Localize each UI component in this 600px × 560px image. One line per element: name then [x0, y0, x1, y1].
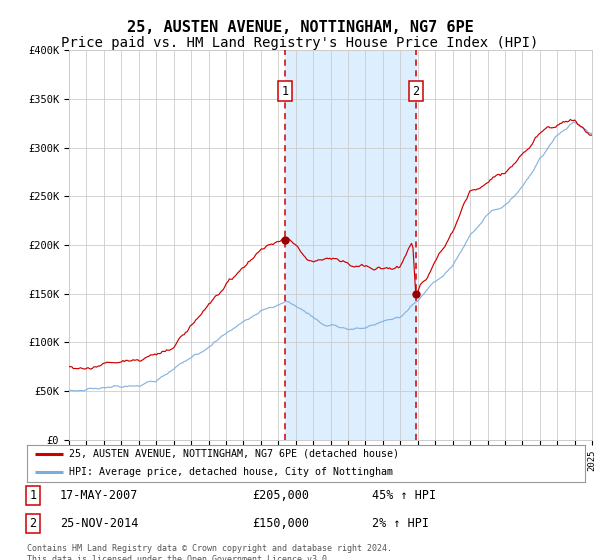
Text: Price paid vs. HM Land Registry's House Price Index (HPI): Price paid vs. HM Land Registry's House … [61, 36, 539, 50]
Text: 45% ↑ HPI: 45% ↑ HPI [372, 489, 436, 502]
Text: 1: 1 [281, 85, 289, 98]
Text: 25, AUSTEN AVENUE, NOTTINGHAM, NG7 6PE (detached house): 25, AUSTEN AVENUE, NOTTINGHAM, NG7 6PE (… [69, 449, 399, 459]
Text: 2: 2 [412, 85, 419, 98]
Text: 1: 1 [29, 489, 37, 502]
Text: 2: 2 [29, 517, 37, 530]
Text: £150,000: £150,000 [252, 517, 309, 530]
Text: 17-MAY-2007: 17-MAY-2007 [60, 489, 139, 502]
Text: 2% ↑ HPI: 2% ↑ HPI [372, 517, 429, 530]
Text: HPI: Average price, detached house, City of Nottingham: HPI: Average price, detached house, City… [69, 467, 393, 477]
Text: £205,000: £205,000 [252, 489, 309, 502]
Bar [285, 50, 416, 440]
Text: Contains HM Land Registry data © Crown copyright and database right 2024.
This d: Contains HM Land Registry data © Crown c… [27, 544, 392, 560]
Text: 25-NOV-2014: 25-NOV-2014 [60, 517, 139, 530]
Text: 25, AUSTEN AVENUE, NOTTINGHAM, NG7 6PE: 25, AUSTEN AVENUE, NOTTINGHAM, NG7 6PE [127, 20, 473, 35]
